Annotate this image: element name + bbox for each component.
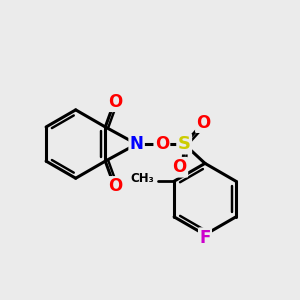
Text: O: O [196, 114, 211, 132]
Text: O: O [172, 158, 187, 176]
Text: O: O [108, 177, 122, 195]
Text: N: N [130, 135, 144, 153]
Text: F: F [199, 229, 211, 247]
Text: O: O [155, 135, 169, 153]
Text: CH₃: CH₃ [130, 172, 154, 185]
Text: S: S [178, 135, 191, 153]
Text: O: O [108, 93, 122, 111]
